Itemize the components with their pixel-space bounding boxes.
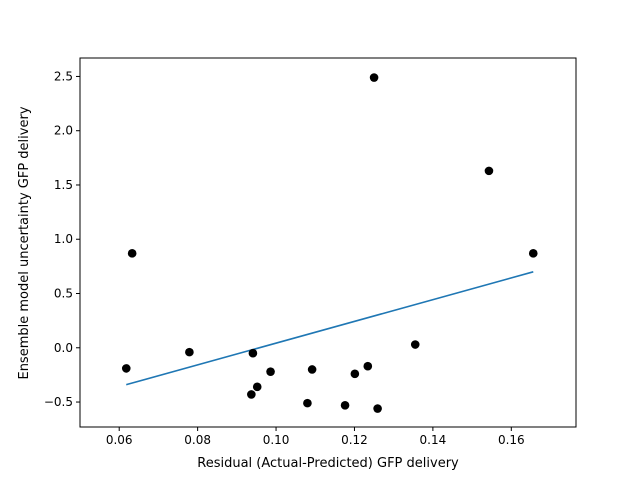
x-tick-label: 0.12: [341, 433, 368, 447]
data-point: [373, 404, 382, 413]
data-point: [307, 365, 317, 374]
plot-area: [80, 58, 576, 427]
y-tick-label: −0.5: [44, 395, 73, 409]
fit-line-layer: [126, 271, 534, 386]
data-point: [340, 400, 350, 410]
axes-frame: [79, 57, 577, 428]
x-tick-label: 0.14: [420, 433, 447, 447]
x-tick-label: 0.10: [263, 433, 290, 447]
x-tick-label: 0.08: [184, 433, 211, 447]
data-point: [247, 390, 256, 399]
y-tick-label: 1.5: [54, 178, 73, 192]
data-point: [350, 369, 360, 379]
data-point: [248, 348, 258, 358]
x-tick-label: 0.06: [106, 433, 133, 447]
x-axis-ticks: 0.06 0.08 0.10 0.12 0.14 0.16: [106, 427, 525, 447]
data-point: [252, 382, 262, 392]
data-point: [303, 398, 312, 408]
data-point: [363, 361, 373, 371]
y-tick-label: 0.0: [54, 341, 73, 355]
x-axis-label: Residual (Actual-Predicted) GFP delivery: [197, 456, 459, 471]
x-tick-label: 0.16: [498, 433, 525, 447]
y-tick-label: 2.0: [54, 124, 73, 138]
points-layer: [121, 73, 538, 413]
data-point: [121, 364, 131, 373]
y-axis-label: Ensemble model uncertainty GFP delivery: [17, 106, 32, 379]
data-point: [266, 367, 275, 376]
data-point: [410, 340, 420, 349]
data-point: [484, 166, 494, 176]
data-point: [528, 249, 538, 258]
y-tick-label: 1.0: [54, 232, 73, 246]
data-point: [369, 73, 379, 82]
data-point: [185, 347, 194, 357]
y-tick-label: 2.5: [54, 69, 73, 83]
data-point: [127, 249, 137, 258]
y-tick-label: 0.5: [54, 287, 73, 301]
y-axis-ticks: −0.5 0.0 0.5 1.0 1.5 2.0 2.5: [44, 69, 80, 409]
trend-line: [126, 271, 534, 386]
